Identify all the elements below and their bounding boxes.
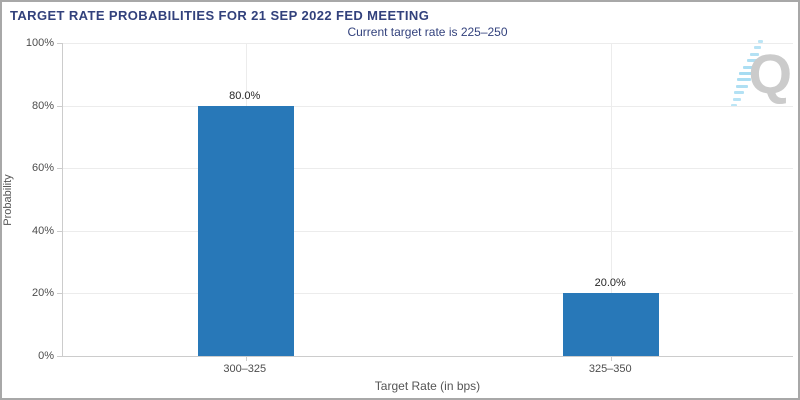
bar[interactable] <box>563 293 659 356</box>
logo-dash <box>742 65 757 69</box>
y-gridline <box>63 105 793 107</box>
y-tick-label: 100% <box>25 37 54 49</box>
x-tick-mark <box>611 356 612 361</box>
x-tick-label: 325–350 <box>588 363 632 375</box>
logo-dash <box>737 78 752 82</box>
bar[interactable] <box>198 106 294 356</box>
logo-dash <box>746 59 758 63</box>
x-axis-title: Target Rate (in bps) <box>374 379 481 393</box>
logo-dash <box>735 84 748 88</box>
logo-dash <box>734 91 745 95</box>
x-gridline <box>611 44 612 356</box>
logo-dash <box>731 104 737 107</box>
y-tick-mark <box>57 105 63 107</box>
y-tick-label: 60% <box>31 162 54 175</box>
y-tick-mark <box>57 356 63 357</box>
x-tick-label: 300–325 <box>223 363 267 375</box>
y-tick-label: 40% <box>31 224 54 237</box>
chart-subtitle: Current target rate is 225–250 <box>347 25 508 39</box>
y-gridline <box>63 293 793 295</box>
y-tick-label: 80% <box>31 99 54 112</box>
y-tick-label: 20% <box>31 287 54 300</box>
y-gridline <box>63 43 793 44</box>
y-tick-mark <box>57 168 63 170</box>
quandl-logo: Q <box>724 34 794 116</box>
chart-title: TARGET RATE PROBABILITIES FOR 21 SEP 202… <box>10 8 430 23</box>
logo-dash <box>732 97 741 101</box>
y-gridline <box>63 230 793 232</box>
logo-q-letter: Q <box>748 42 792 105</box>
y-axis-title: Probability <box>2 174 14 226</box>
logo-dash <box>739 72 755 75</box>
logo-dash <box>750 52 760 56</box>
y-tick-mark <box>57 293 63 295</box>
bar-value-label: 80.0% <box>229 89 261 102</box>
logo-dash <box>757 40 763 43</box>
y-tick-mark <box>57 230 63 232</box>
y-tick-mark <box>57 43 63 44</box>
logo-dash <box>753 46 761 50</box>
y-tick-label: 0% <box>38 350 54 362</box>
y-gridline <box>63 168 793 170</box>
x-tick-mark <box>246 356 247 361</box>
plot-area <box>57 43 793 361</box>
bar-value-label: 20.0% <box>594 277 626 290</box>
